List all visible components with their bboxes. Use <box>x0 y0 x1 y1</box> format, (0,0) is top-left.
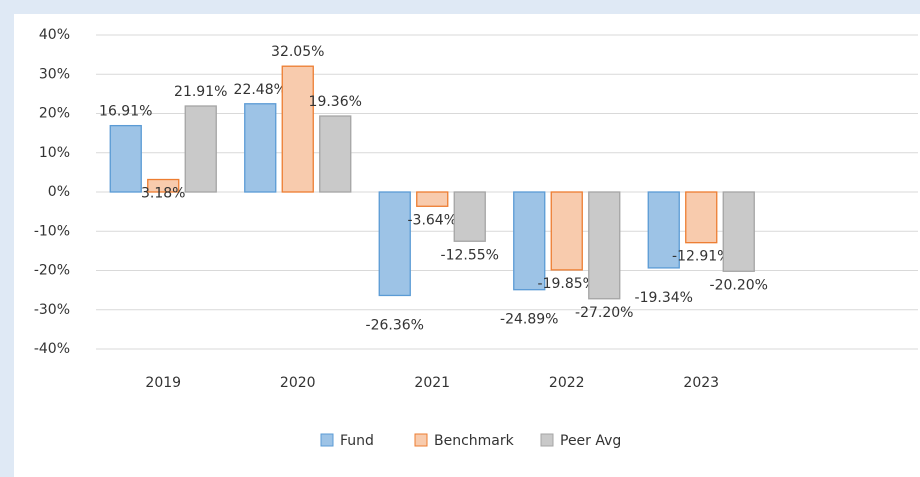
bar <box>588 191 621 300</box>
x-tick-label: 2019 <box>145 375 181 391</box>
bar <box>147 178 180 193</box>
legend-label: Benchmark <box>434 433 515 449</box>
data-label: 19.36% <box>309 94 362 110</box>
bar <box>513 191 546 291</box>
data-label: 22.48% <box>234 82 287 98</box>
data-label: -20.20% <box>710 277 768 293</box>
data-label: 21.91% <box>174 84 227 100</box>
data-label: -19.85% <box>538 276 596 292</box>
data-label: 16.91% <box>99 104 152 120</box>
y-tick-label: 40% <box>39 27 70 43</box>
data-label: -26.36% <box>366 317 424 333</box>
bar <box>109 124 142 193</box>
y-tick-label: -20% <box>34 263 70 279</box>
x-tick-label: 2020 <box>280 375 316 391</box>
data-label: -12.55% <box>441 247 499 263</box>
data-label: -27.20% <box>575 305 633 321</box>
y-tick-label: -40% <box>34 341 70 357</box>
bar <box>416 191 449 207</box>
x-tick-label: 2023 <box>683 375 719 391</box>
plot-background <box>14 14 920 477</box>
bar <box>319 115 352 193</box>
y-tick-label: 30% <box>39 66 70 82</box>
x-tick-label: 2022 <box>549 375 585 391</box>
legend-swatch <box>540 433 554 447</box>
bar <box>647 191 680 269</box>
bar <box>453 191 486 242</box>
bar <box>550 191 583 271</box>
bar <box>722 191 755 272</box>
y-tick-label: 20% <box>39 106 70 122</box>
data-label: -24.89% <box>500 312 558 328</box>
y-tick-label: 0% <box>48 184 70 200</box>
bar <box>281 65 314 193</box>
x-tick-label: 2021 <box>414 375 450 391</box>
bar <box>378 191 411 297</box>
y-tick-label: -10% <box>34 223 70 239</box>
data-label: -19.34% <box>635 290 693 306</box>
data-label: -12.91% <box>672 249 730 265</box>
data-label: 3.18% <box>141 186 185 202</box>
legend-swatch <box>320 433 334 447</box>
data-label: 32.05% <box>271 44 324 60</box>
legend-label: Peer Avg <box>560 433 621 449</box>
bar <box>685 191 718 244</box>
y-tick-label: 10% <box>39 145 70 161</box>
legend-swatch <box>414 433 428 447</box>
data-label: -3.64% <box>407 212 457 228</box>
bar <box>184 105 217 193</box>
y-tick-label: -30% <box>34 302 70 318</box>
legend-label: Fund <box>340 433 374 449</box>
bar <box>244 103 277 193</box>
